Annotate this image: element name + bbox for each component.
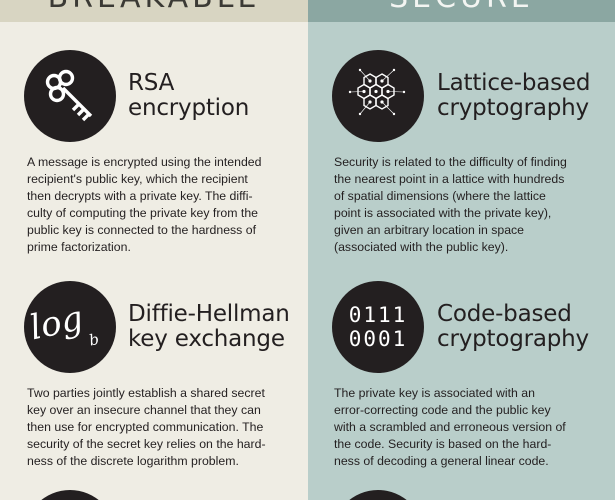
rsa-description: A message is encrypted using the intende… bbox=[27, 155, 262, 254]
banner-title: BREAKABLE bbox=[0, 0, 308, 15]
logarithm-icon: logb bbox=[24, 281, 116, 373]
lattice-icon bbox=[332, 50, 424, 142]
lattice-description: Security is related to the difficulty of… bbox=[334, 155, 567, 254]
code-based-description: The private key is associated with an er… bbox=[334, 386, 566, 468]
diffie-hellman-description: Two parties jointly establish a shared s… bbox=[27, 386, 266, 468]
banner-title: SECURE bbox=[308, 0, 615, 15]
column-banner-secure: SECURE bbox=[308, 0, 615, 22]
key-icon bbox=[24, 50, 116, 142]
next-card-icon bbox=[332, 490, 424, 500]
code-based-title: Code-based cryptography bbox=[437, 301, 589, 352]
next-card-icon bbox=[24, 490, 116, 500]
diffie-hellman-title: Diffie-Hellman key exchange bbox=[128, 301, 290, 352]
column-banner-breakable: BREAKABLE bbox=[0, 0, 308, 22]
rsa-title: RSA encryption bbox=[128, 70, 250, 121]
lattice-title: Lattice-based cryptography bbox=[437, 70, 591, 121]
secure-column: SECURE bbox=[308, 0, 615, 500]
breakable-column: BREAKABLE RSA encryption A message is en… bbox=[0, 0, 308, 500]
binary-code-icon: 0111 0001 bbox=[332, 281, 424, 373]
